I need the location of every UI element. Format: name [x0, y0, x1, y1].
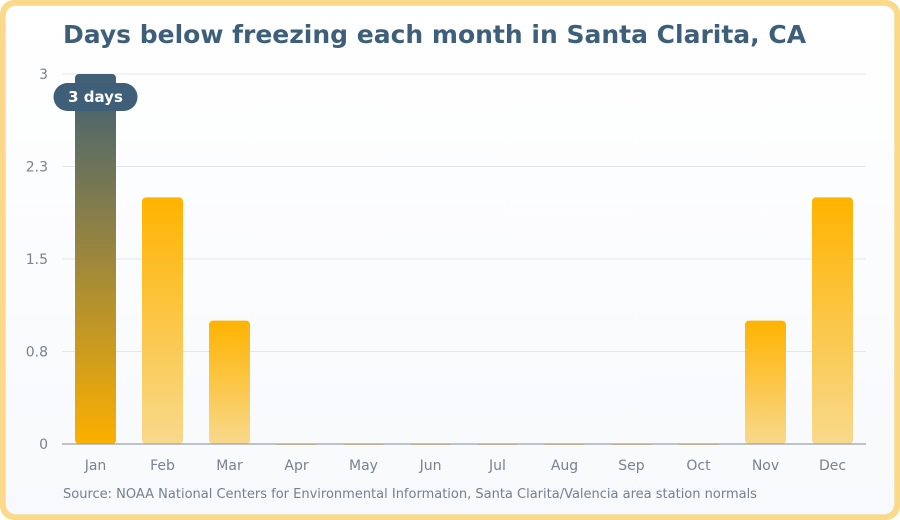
bar-mar	[209, 320, 250, 444]
gridlines	[62, 73, 866, 352]
x-tick-label: Feb	[150, 458, 175, 474]
bar-jan	[75, 74, 116, 444]
x-tick-label: Apr	[284, 458, 308, 474]
x-tick-label: Jul	[488, 458, 506, 474]
bar-feb	[142, 197, 183, 444]
chart-source: Source: NOAA National Centers for Enviro…	[63, 487, 757, 502]
bar-nov	[745, 320, 786, 444]
x-tick-label: Jun	[419, 458, 442, 474]
x-tick-label: Aug	[551, 458, 578, 474]
x-tick-label: Sep	[618, 458, 645, 474]
y-tick-label: 0.8	[26, 345, 48, 361]
annotation: 3 days	[53, 83, 138, 111]
y-tick-label: 3	[39, 67, 48, 83]
x-tick-label: May	[349, 458, 378, 474]
chart-title: Days below freezing each month in Santa …	[63, 20, 807, 49]
x-tick-label: Oct	[686, 458, 711, 474]
x-tick-label: Mar	[216, 458, 243, 474]
y-tick-label: 2.3	[26, 160, 48, 176]
x-tick-label: Jan	[84, 458, 107, 474]
annotation-badge	[53, 83, 138, 111]
y-tick-label: 1.5	[26, 252, 48, 268]
y-axis-ticks: 0 0.8 1.5 2.3 3	[26, 67, 48, 453]
annotation-label: 3 days	[68, 88, 123, 106]
y-tick-label: 0	[39, 437, 48, 453]
x-tick-label: Nov	[752, 458, 779, 474]
x-tick-label: Dec	[819, 458, 846, 474]
bar-dec	[812, 197, 853, 444]
x-axis-ticks: Jan Feb Mar Apr May Jun Jul Aug Sep Oct Nov Dec	[84, 458, 846, 474]
